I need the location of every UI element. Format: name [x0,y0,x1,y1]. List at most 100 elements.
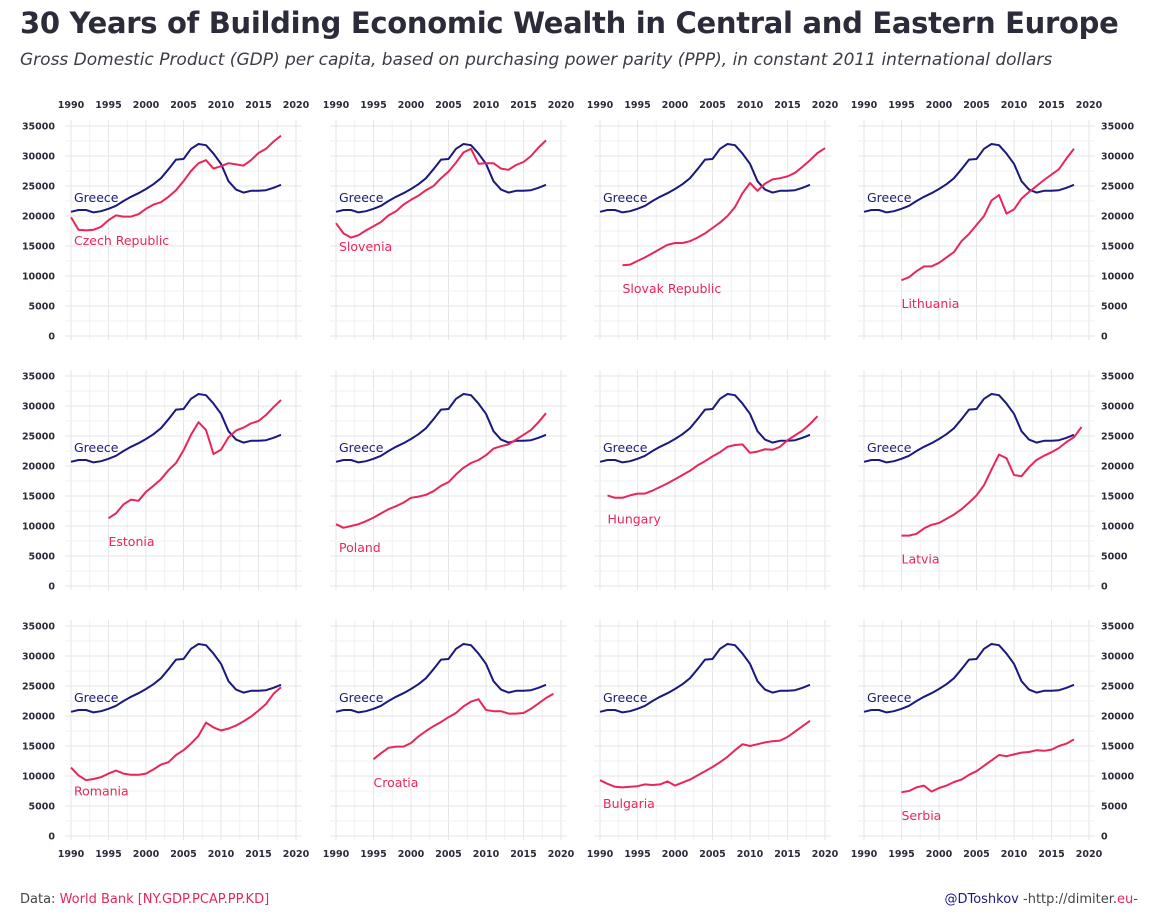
x-tick-label: 2015 [510,100,536,111]
y-tick-label: 20000 [22,212,55,223]
panel-slovak-republic: Greece Slovak Republic [594,120,831,340]
x-tick-label: 2000 [926,100,953,111]
panel-latvia: 0 5000 10000 15000 20000 25000 30000 35000 Greec… [858,370,1134,593]
x-tick-label: 2005 [699,100,725,111]
x-tick-label: 1995 [888,849,914,860]
y-tick-label: 15000 [1101,742,1134,753]
greece-series-line [599,143,811,214]
greece-series-line [335,143,547,214]
x-tick-label: 2020 [548,100,575,111]
x-tick-label: 1990 [323,849,350,860]
x-tick-label: 2010 [737,849,764,860]
author-url-tld[interactable]: eu [1117,892,1134,907]
data-source-prefix: Data: [20,892,60,907]
x-tick-label: 1995 [624,849,650,860]
x-tick-label: 2020 [283,100,310,111]
greece-series-label: Greece [74,690,119,705]
y-tick-label: 20000 [22,462,55,473]
panel-hungary: Greece Hungary [594,370,831,590]
x-tick-label: 2010 [1001,849,1028,860]
y-tick-label: 10000 [1101,522,1134,533]
country-series-label: Croatia [374,775,419,790]
y-tick-label: 30000 [1101,652,1134,663]
panel-serbia: 0 5000 10000 15000 20000 25000 30000 35000 1990 1… [851,620,1134,860]
y-tick-label: 35000 [1101,372,1134,383]
x-tick-label: 1995 [360,849,386,860]
author-url-prefix[interactable]: -http://dimiter. [1018,892,1118,907]
x-tick-label: 1995 [888,100,914,111]
country-series-label: Serbia [902,808,942,823]
x-tick-label: 2010 [208,100,235,111]
greece-series-line [863,143,1075,214]
y-tick-label: 0 [1101,582,1108,593]
x-tick-label: 1990 [58,100,85,111]
y-tick-label: 15000 [22,242,55,253]
x-tick-label: 2015 [1038,849,1064,860]
x-tick-label: 2020 [548,849,575,860]
x-tick-label: 2005 [699,849,725,860]
greece-series-label: Greece [867,440,912,455]
x-tick-label: 1990 [58,849,85,860]
x-tick-label: 2010 [473,849,500,860]
y-tick-label: 35000 [1101,122,1134,133]
panel-slovenia: Greece Slovenia [330,120,567,340]
y-tick-label: 5000 [29,552,56,563]
y-tick-label: 25000 [1101,432,1134,443]
y-tick-label: 35000 [1101,622,1134,633]
greece-series-label: Greece [603,440,648,455]
y-tick-label: 25000 [1101,682,1134,693]
greece-series-label: Greece [74,440,119,455]
data-source-note: Data: World Bank [NY.GDP.PCAP.PP.KD] [20,892,269,907]
x-tick-label: 2005 [963,849,989,860]
x-tick-label: 2015 [774,849,800,860]
greece-series-label: Greece [867,690,912,705]
country-series-line [335,139,547,239]
author-handle[interactable]: @DToshkov [944,892,1019,907]
y-tick-label: 10000 [1101,772,1134,783]
country-series-label: Slovak Republic [623,281,722,296]
y-tick-label: 35000 [22,372,55,383]
y-tick-label: 30000 [1101,152,1134,163]
x-tick-label: 2015 [774,100,800,111]
greece-series-line [70,143,282,214]
country-series-label: Czech Republic [74,233,169,248]
chart-title: 30 Years of Building Economic Wealth in … [20,6,1119,40]
y-tick-label: 15000 [22,492,55,503]
x-tick-label: 2020 [812,849,839,860]
panel-romania: 0 5000 10000 15000 20000 25000 30000 35000 1990 1… [22,620,310,860]
y-tick-label: 30000 [22,402,55,413]
y-tick-label: 30000 [22,152,55,163]
y-tick-label: 5000 [29,802,56,813]
country-series-line [622,147,826,267]
x-tick-label: 1995 [624,100,650,111]
x-tick-label: 1990 [851,100,878,111]
x-tick-label: 2010 [473,100,500,111]
greece-series-label: Greece [339,690,384,705]
x-tick-label: 2000 [133,849,160,860]
x-tick-label: 1995 [95,849,121,860]
country-series-line [607,415,819,499]
y-tick-label: 0 [48,582,55,593]
y-tick-label: 10000 [22,772,55,783]
y-tick-label: 5000 [1101,552,1128,563]
greece-series-label: Greece [867,190,912,205]
country-series-label: Romania [74,784,129,799]
y-tick-label: 20000 [22,712,55,723]
y-tick-label: 10000 [22,272,55,283]
panel-croatia: 1990 1995 2000 2005 2010 2015 2020 Greece Croati… [323,620,575,860]
y-tick-label: 25000 [22,432,55,443]
x-tick-label: 2015 [245,849,271,860]
author-url-suffix: - [1133,892,1138,907]
x-tick-label: 2005 [170,849,196,860]
x-tick-label: 2015 [245,100,271,111]
x-tick-label: 2005 [435,100,461,111]
greece-series-line [599,643,811,714]
author-credit: @DToshkov -http://dimiter.eu- [944,892,1138,907]
country-series-line [335,412,547,529]
country-series-label: Hungary [608,511,662,526]
panel-lithuania: 0 5000 10000 15000 20000 25000 30000 35000 Greec… [858,120,1134,343]
data-source-link[interactable]: World Bank [NY.GDP.PCAP.PP.KD] [59,892,270,907]
x-tick-label: 1990 [587,849,614,860]
country-series-line [70,686,282,782]
y-tick-label: 35000 [22,622,55,633]
